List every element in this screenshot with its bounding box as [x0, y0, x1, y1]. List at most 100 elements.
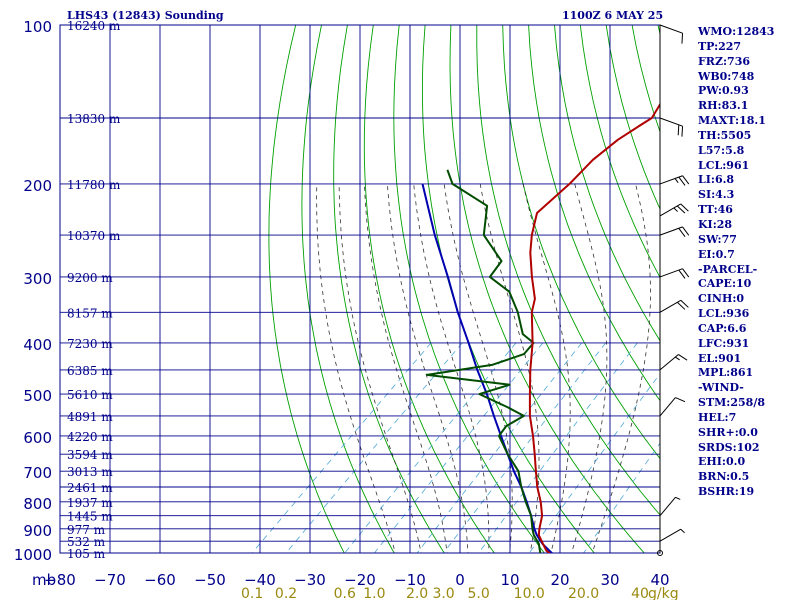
stat-item: LCL:936 — [698, 307, 750, 321]
wind-barb-half-flag — [675, 496, 681, 500]
sounding-profiles — [421, 102, 660, 553]
wind-barb — [659, 226, 690, 237]
mixing-ratio-line — [583, 442, 660, 553]
wind-barb-half-flag — [674, 178, 679, 183]
moist-adiabat — [591, 183, 651, 553]
stat-item: LI:6.8 — [698, 173, 735, 187]
mixing-ratio-label: 20.0 — [568, 586, 599, 600]
moist-adiabat — [364, 183, 448, 553]
wind-barb-flag — [676, 301, 686, 310]
dry-adiabat — [476, 25, 660, 516]
mixing-ratio-label: 40 — [631, 586, 649, 600]
wind-barb-shaft — [659, 226, 683, 236]
stat-item: WB0:748 — [698, 69, 755, 83]
dry-adiabat — [579, 25, 660, 279]
stat-item: FRZ:736 — [698, 54, 751, 68]
moist-adiabat — [316, 183, 396, 553]
stat-item: TP:227 — [698, 39, 742, 53]
mixing-ratio-label: 3.0 — [432, 586, 454, 600]
wind-barb — [659, 354, 688, 371]
mixing-ratio-unit: g/kg — [648, 586, 679, 600]
stat-item: CAP:6.6 — [698, 321, 747, 335]
temperature-line — [528, 102, 660, 553]
stat-item: EHI:0.0 — [698, 455, 746, 469]
wind-barb-flag — [678, 269, 686, 279]
wind-barb-flag — [682, 226, 690, 236]
height-label: 4891 m — [67, 410, 113, 424]
wind-barb-half-flag — [680, 528, 685, 534]
wind-barb-shaft — [659, 24, 683, 34]
wind-barb-shaft — [659, 528, 682, 542]
temperature-tick-label: −20 — [344, 571, 376, 589]
pressure-tick-label: 900 — [23, 522, 52, 540]
mixing-ratio-label: 2.0 — [406, 586, 428, 600]
stat-item: TT:46 — [698, 203, 733, 217]
stat-item: SHR+:0.0 — [698, 425, 758, 439]
wind-barb — [659, 299, 689, 313]
stat-item: RH:83.1 — [698, 99, 749, 113]
wind-barb-flag — [678, 227, 686, 237]
stat-item: EL:901 — [698, 351, 742, 365]
stat-item: WMO:12843 — [698, 25, 775, 38]
temperature-tick-label: −80 — [44, 571, 76, 589]
stat-item: PW:0.93 — [698, 84, 749, 98]
wind-barb-shaft — [659, 397, 676, 417]
height-label: 5610 m — [67, 388, 113, 402]
dry-adiabat — [301, 25, 395, 553]
height-label: 3594 m — [67, 448, 113, 462]
wind-barb-flag — [677, 124, 680, 136]
mixing-ratio-line — [478, 342, 638, 553]
height-label: 532 m — [67, 535, 106, 549]
wind-barb-flag — [678, 176, 686, 186]
pressure-tick-label: 700 — [23, 464, 52, 482]
height-label: 977 m — [67, 523, 106, 537]
wind-barb-flag — [676, 205, 686, 214]
height-label: 10370 m — [67, 229, 121, 243]
mixing-ratio-label: 0.2 — [275, 586, 297, 600]
dewpoint-line — [426, 169, 542, 553]
wind-barb — [659, 203, 689, 217]
wind-barb-flag — [675, 397, 686, 403]
mixing-ratio-lines — [251, 342, 660, 553]
height-label: 13830 m — [67, 112, 121, 126]
stat-item: MAXT:18.1 — [698, 114, 766, 128]
temperature-tick-label: −10 — [394, 571, 426, 589]
dry-adiabat — [554, 25, 660, 342]
stat-item: MPL:861 — [698, 366, 754, 380]
sounding-time: 1100Z 6 MAY 25 — [562, 9, 664, 22]
height-label: 1937 m — [67, 496, 113, 510]
dry-adiabat — [333, 25, 445, 553]
stat-item: SW:77 — [698, 232, 737, 246]
pressure-tick-label: 1000 — [14, 546, 52, 564]
wind-barb-half-flag — [673, 207, 678, 212]
dry-adiabat — [268, 25, 345, 553]
dry-adiabat — [528, 25, 660, 402]
mixing-ratio-line — [251, 342, 432, 553]
temperature-tick-label: 10 — [500, 571, 519, 589]
dry-adiabat — [421, 25, 595, 553]
pressure-tick-label: 400 — [23, 336, 52, 354]
dry-adiabat — [363, 25, 495, 553]
height-label: 9200 m — [67, 271, 113, 285]
stat-item: LCL:961 — [698, 158, 750, 172]
height-label: 11780 m — [67, 178, 121, 192]
stat-item: TH:5505 — [698, 128, 752, 142]
wind-barb — [659, 496, 681, 517]
height-label: 1445 m — [67, 510, 113, 524]
wind-barb — [659, 117, 684, 137]
height-label: 105 m — [67, 547, 106, 561]
pressure-tick-label: 600 — [23, 429, 52, 447]
moist-adiabat — [522, 183, 571, 553]
stat-item: HEL:7 — [698, 410, 737, 424]
stat-item: KI:28 — [698, 217, 733, 231]
wind-barb-flag — [682, 175, 690, 185]
height-label: 8157 m — [67, 306, 113, 320]
wind-barb — [659, 24, 684, 44]
mixing-ratio-label: 5.0 — [467, 586, 489, 600]
wind-barb — [659, 268, 690, 279]
wind-barb-flag — [680, 203, 689, 212]
dry-adiabat — [502, 25, 660, 460]
temperature-tick-label: −60 — [144, 571, 176, 589]
moist-adiabat — [387, 183, 469, 553]
